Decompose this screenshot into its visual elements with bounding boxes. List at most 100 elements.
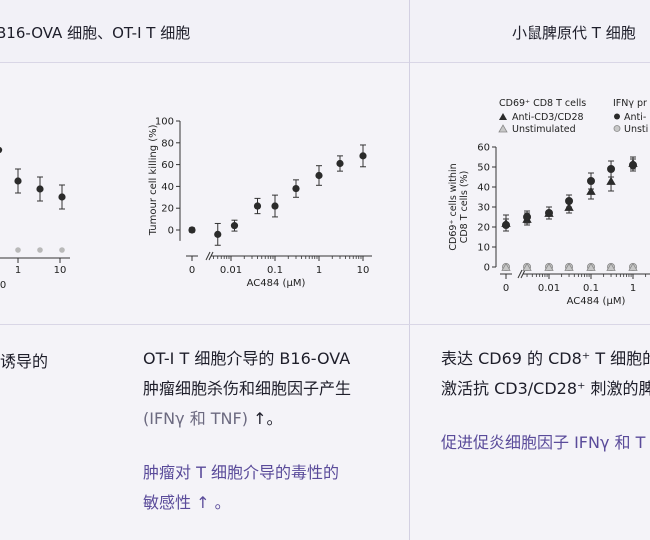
middle-accent: 肿瘤对 T 细胞介导的毒性的 敏感性 ↑ 。 <box>143 458 339 518</box>
axis-break-mark <box>208 251 214 261</box>
x-tick-label: 0 <box>189 265 195 276</box>
y-tick-label: 20 <box>477 223 490 234</box>
text-area <box>0 325 650 540</box>
middle-line-3-arrow: ↑。 <box>253 409 283 428</box>
axis-break-mark <box>205 251 211 261</box>
anti-cd3-circle-point <box>565 196 574 205</box>
partial-y-tick-label: 0 <box>0 280 6 291</box>
middle-line-3-muted: (IFNγ 和 TNF) <box>143 409 248 428</box>
legend2-title: IFNγ pr <box>613 98 647 109</box>
x-tick-label: 0 <box>503 283 509 294</box>
legend2-label-anti: Anti- <box>624 112 646 123</box>
right-accent-line-1: 促进促炎细胞因子 IFNγ 和 T <box>441 433 646 452</box>
right-line-2: 激活抗 CD3/CD28⁺ 刺激的脾 <box>441 379 650 398</box>
right-accent: 促进促炎细胞因子 IFNγ 和 T <box>441 428 645 458</box>
y-tick-label: 80 <box>161 138 174 149</box>
right-description: 表达 CD69 的 CD8⁺ T 细胞的 激活抗 CD3/CD28⁺ 刺激的脾 <box>441 344 650 404</box>
x-tick-label: 10 <box>357 265 370 276</box>
data-point <box>336 159 344 168</box>
y-tick-label: 60 <box>477 143 490 154</box>
anti-cd3-circle-point <box>607 165 616 174</box>
left-text-fragment: 诱导的 <box>0 352 49 371</box>
header-left: B16-OVA 细胞、OT-I T 细胞 <box>0 24 191 42</box>
chart-area <box>0 63 650 324</box>
data-point <box>359 152 367 160</box>
y-tick-label: 60 <box>161 160 174 171</box>
cd69-chart: CD69⁺ CD8 T cells Anti-CD3/CD28Unstimulat… <box>448 98 650 307</box>
partial-chart-left: 1 10 0 <box>0 146 70 291</box>
y-axis-label: Tumour cell killing (%) <box>148 124 159 236</box>
legend2-marker-anti <box>614 113 620 120</box>
anti-cd3-circle-point <box>544 208 553 217</box>
data-point <box>292 184 300 193</box>
partial-baseline-point <box>59 247 65 253</box>
header-right: 小鼠脾原代 T 细胞 <box>512 24 636 42</box>
partial-baseline-point <box>37 247 43 253</box>
anti-cd3-triangle-point <box>606 176 616 185</box>
x-tick-label: 1 <box>630 283 636 294</box>
middle-description: OT-I T 细胞介导的 B16-OVA 肿瘤细胞杀伤和细胞因子产生 (IFNγ… <box>143 344 351 434</box>
header-row <box>0 0 650 63</box>
anti-cd3-circle-point <box>523 212 532 221</box>
data-point <box>271 202 279 210</box>
x-tick-label: 0.01 <box>538 283 560 294</box>
x-tick-label: 0.1 <box>583 283 599 294</box>
unstim-triangle-point <box>522 262 532 271</box>
middle-accent-line-2: 敏感性 ↑ 。 <box>143 493 231 512</box>
y-tick-label: 50 <box>477 163 490 174</box>
right-line-1: 表达 CD69 的 CD8⁺ T 细胞的 <box>441 349 650 368</box>
unstim-triangle-point <box>628 262 638 271</box>
y-axis-label-line-2: CD8 T cells (%) <box>459 171 470 244</box>
axis-break-mark <box>520 269 526 279</box>
unstim-triangle-point <box>606 262 616 271</box>
data-point <box>188 226 196 234</box>
data-point <box>230 222 239 230</box>
y-tick-label: 0 <box>168 226 174 237</box>
row-divider <box>0 324 650 325</box>
x-axis-label: AC484 (μM) <box>567 296 626 307</box>
middle-accent-line-1: 肿瘤对 T 细胞介导的毒性的 <box>143 463 339 482</box>
middle-line-3: (IFNγ 和 TNF) ↑。 <box>143 404 351 434</box>
partial-baseline-point <box>15 247 21 253</box>
y-tick-label: 20 <box>161 204 174 215</box>
unstim-triangle-point <box>564 262 574 271</box>
partial-data-point <box>58 193 66 201</box>
partial-data-point <box>14 177 22 185</box>
x-axis-label: AC484 (μM) <box>247 278 306 289</box>
partial-x-tick-label: 10 <box>54 265 67 276</box>
y-tick-label: 40 <box>161 182 174 193</box>
axis-break-mark <box>517 269 523 279</box>
partial-data-point <box>36 185 44 193</box>
legend2-label-unsti: Unsti <box>624 124 648 135</box>
unstim-triangle-point <box>586 262 596 271</box>
y-tick-label: 10 <box>477 243 490 254</box>
anti-cd3-triangle-point <box>586 186 596 195</box>
x-tick-label: 1 <box>316 265 322 276</box>
y-axis-label-line-1: CD69⁺ cells within <box>448 163 459 250</box>
data-point <box>214 230 222 238</box>
x-tick-label: 0.1 <box>267 265 283 276</box>
y-tick-label: 40 <box>477 183 490 194</box>
legend-label-anti-cd3: Anti-CD3/CD28 <box>512 112 584 123</box>
anti-cd3-circle-point <box>502 220 511 229</box>
data-point <box>315 171 323 180</box>
legend-marker-anti-cd3 <box>499 113 507 120</box>
data-point <box>253 202 262 210</box>
anti-cd3-circle-point <box>628 161 637 170</box>
y-tick-label: 0 <box>484 263 490 274</box>
middle-line-1: OT-I T 细胞介导的 B16-OVA <box>143 349 351 368</box>
x-tick-label: 0.01 <box>220 265 242 276</box>
legend-label-unstimulated: Unstimulated <box>512 124 576 135</box>
partial-x-tick-label: 1 <box>15 265 21 276</box>
anti-cd3-circle-point <box>586 177 595 186</box>
unstim-triangle-point <box>544 262 554 271</box>
middle-line-2: 肿瘤细胞杀伤和细胞因子产生 <box>143 379 352 398</box>
legend-marker-unstimulated <box>498 124 508 133</box>
legend2-marker-unsti <box>613 125 621 132</box>
column-divider <box>409 0 410 540</box>
y-tick-label: 100 <box>155 117 174 128</box>
legend-title: CD69⁺ CD8 T cells <box>499 98 586 109</box>
unstim-triangle-point <box>501 262 511 271</box>
y-tick-label: 30 <box>477 203 490 214</box>
